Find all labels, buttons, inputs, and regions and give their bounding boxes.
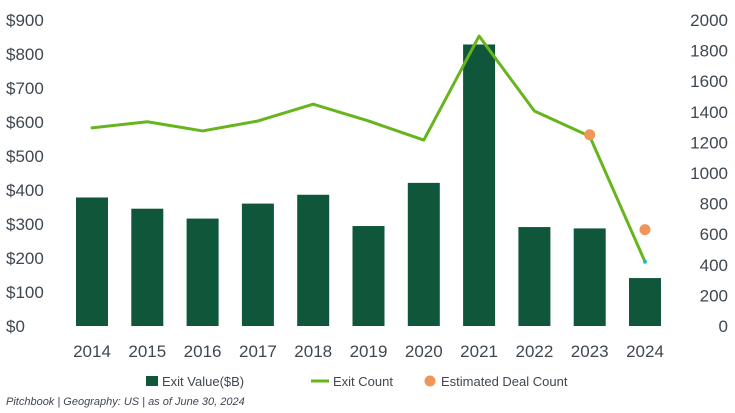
legend-swatch-estimated-deal-count: [424, 375, 436, 387]
right-axis-tick-label: 1400: [690, 103, 728, 122]
left-axis-tick-label: $800: [6, 45, 44, 64]
exit-count-line-last-segment: [588, 134, 647, 264]
x-axis-tick-label: 2014: [73, 342, 111, 361]
x-axis-tick-label: 2022: [515, 342, 553, 361]
source-note: Pitchbook | Geography: US | as of June 3…: [6, 396, 245, 408]
legend-swatch-exit-value: [146, 376, 158, 386]
left-axis-tick-label: $700: [6, 79, 44, 98]
x-axis: 2014 2015 2016 2017 2018 2019 2020 2021 2022 2023…: [73, 342, 664, 361]
bar-2016: [186, 218, 219, 326]
exit-count-line: [90, 34, 592, 142]
right-axis-tick-label: 1600: [690, 72, 728, 91]
left-axis-tick-label: $500: [6, 147, 44, 166]
x-axis-tick-label: 2020: [405, 342, 443, 361]
exit-count-point-2024: [643, 259, 647, 264]
right-axis-tick-label: 600: [700, 225, 728, 244]
left-axis-tick-label: $200: [6, 249, 44, 268]
left-axis: $0 $100 $200 $300 $400 $500 $600 $700 $800 $900: [6, 11, 44, 336]
right-axis-tick-label: 1000: [690, 164, 728, 183]
left-axis-tick-label: $400: [6, 181, 44, 200]
bar-2021: [463, 44, 496, 326]
right-axis-tick-label: 200: [700, 286, 728, 305]
left-axis-tick-label: $0: [6, 317, 25, 336]
x-axis-tick-label: 2024: [626, 342, 664, 361]
right-axis-tick-label: 800: [700, 195, 728, 214]
left-axis-tick-label: $300: [6, 215, 44, 234]
x-axis-tick-label: 2018: [294, 342, 332, 361]
x-axis-tick-label: 2021: [460, 342, 498, 361]
right-axis-tick-label: 0: [719, 317, 728, 336]
x-axis-tick-label: 2015: [128, 342, 166, 361]
bar-series: [76, 44, 661, 326]
bar-2018: [297, 194, 330, 326]
bar-2020: [407, 182, 440, 326]
x-axis-tick-label: 2016: [184, 342, 222, 361]
bar-2023: [573, 228, 606, 326]
legend-label-exit-value: Exit Value($B): [162, 374, 244, 389]
bar-2015: [131, 208, 164, 326]
legend-label-estimated-deal-count: Estimated Deal Count: [441, 374, 568, 389]
right-axis-tick-label: 1200: [690, 133, 728, 152]
x-axis-tick-label: 2019: [350, 342, 388, 361]
right-axis: 0 200 400 600 800 1000 1200 1400 1600 1800 2000: [690, 11, 728, 336]
legend: Exit Value($B) Exit Count Estimated Deal C…: [146, 374, 568, 389]
left-axis-tick-label: $600: [6, 113, 44, 132]
bar-2019: [352, 226, 385, 326]
bar-2024: [629, 278, 661, 326]
bar-2017: [241, 203, 274, 326]
left-axis-tick-label: $100: [6, 283, 44, 302]
left-axis-tick-label: $900: [6, 11, 44, 30]
x-axis-tick-label: 2017: [239, 342, 277, 361]
estimated-deal-point-2024: [639, 224, 651, 236]
estimated-deal-point-2023: [584, 129, 596, 141]
right-axis-tick-label: 400: [700, 256, 728, 275]
scatter-series: [584, 129, 651, 236]
x-axis-tick-label: 2023: [571, 342, 609, 361]
bar-2022: [518, 227, 551, 326]
bar-2014: [76, 197, 108, 326]
right-axis-tick-label: 2000: [690, 11, 728, 30]
right-axis-tick-label: 1800: [690, 42, 728, 61]
line-series: [90, 34, 647, 264]
legend-label-exit-count: Exit Count: [333, 374, 393, 389]
